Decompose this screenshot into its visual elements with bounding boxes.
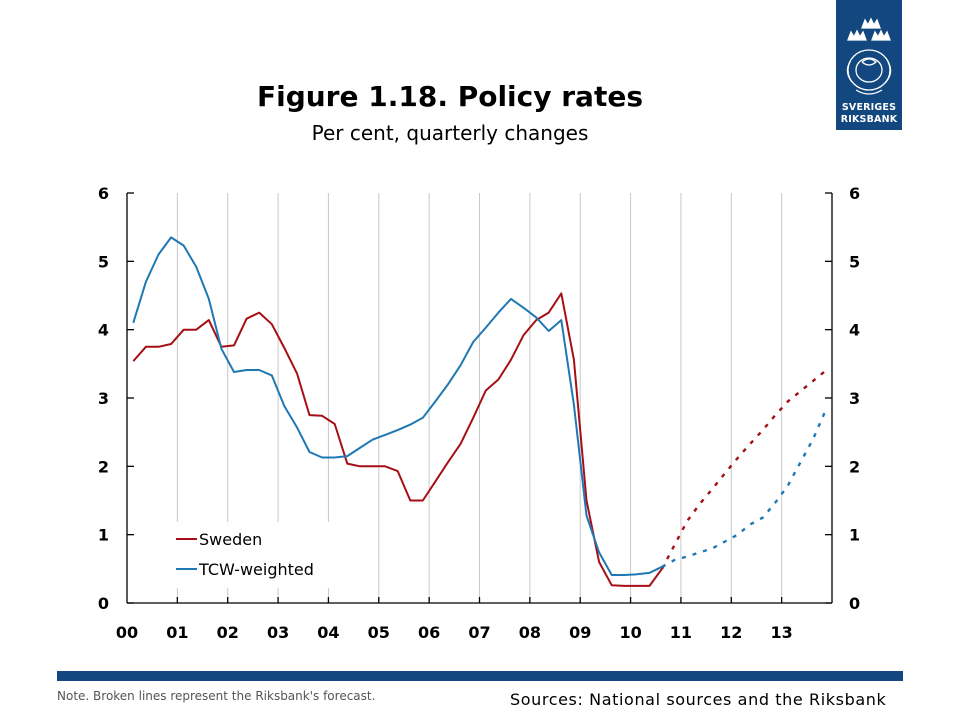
- y-tick-label-right: 6: [849, 184, 860, 203]
- y-tick-label-left: 5: [98, 252, 109, 271]
- series-line: [132, 236, 663, 576]
- legend-label: TCW-weighted: [198, 560, 314, 579]
- forecast-note: Note. Broken lines represent the Riksban…: [57, 689, 376, 703]
- x-tick-label: 06: [418, 623, 440, 642]
- x-tick-label: 07: [468, 623, 490, 642]
- x-tick-label: 01: [166, 623, 188, 642]
- legend-label: Sweden: [199, 530, 262, 549]
- page-subtitle: Per cent, quarterly changes: [311, 121, 589, 145]
- page-title: Figure 1.18. Policy rates: [256, 80, 643, 113]
- series-forecast-line: [660, 369, 827, 570]
- x-tick-label: 12: [720, 623, 742, 642]
- y-tick-label-left: 1: [98, 526, 109, 545]
- y-tick-label-left: 4: [98, 321, 109, 340]
- y-tick-label-right: 3: [849, 389, 860, 408]
- y-tick-label-left: 3: [98, 389, 109, 408]
- x-tick-label: 10: [619, 623, 641, 642]
- legend-box: [143, 522, 340, 588]
- crown-emblem-icon: [846, 17, 892, 95]
- x-tick-label: 02: [217, 623, 239, 642]
- x-tick-label: 04: [317, 623, 339, 642]
- riksbank-logo: SVERIGES RIKSBANK: [836, 0, 902, 130]
- series-forecast-line: [661, 409, 827, 568]
- sources-text: Sources: National sources and the Riksba…: [510, 690, 887, 709]
- y-tick-label-right: 4: [849, 321, 860, 340]
- logo-text-sveriges: SVERIGES: [841, 102, 897, 113]
- x-tick-label: 03: [267, 623, 289, 642]
- x-tick-label: 11: [670, 623, 692, 642]
- y-tick-label-right: 0: [849, 594, 860, 613]
- y-tick-label-right: 1: [849, 526, 860, 545]
- x-tick-label: 13: [771, 623, 793, 642]
- y-tick-label-left: 6: [98, 184, 109, 203]
- y-tick-label-right: 2: [849, 457, 860, 476]
- x-tick-label: 09: [569, 623, 591, 642]
- logo-text-riksbank: RIKSBANK: [840, 114, 898, 125]
- footer-bar: [57, 671, 903, 681]
- y-tick-label-left: 2: [98, 457, 109, 476]
- y-tick-label-right: 5: [849, 252, 860, 271]
- x-tick-label: 05: [368, 623, 390, 642]
- y-tick-label-left: 0: [98, 594, 109, 613]
- x-tick-label: 00: [116, 623, 138, 642]
- x-tick-label: 08: [519, 623, 541, 642]
